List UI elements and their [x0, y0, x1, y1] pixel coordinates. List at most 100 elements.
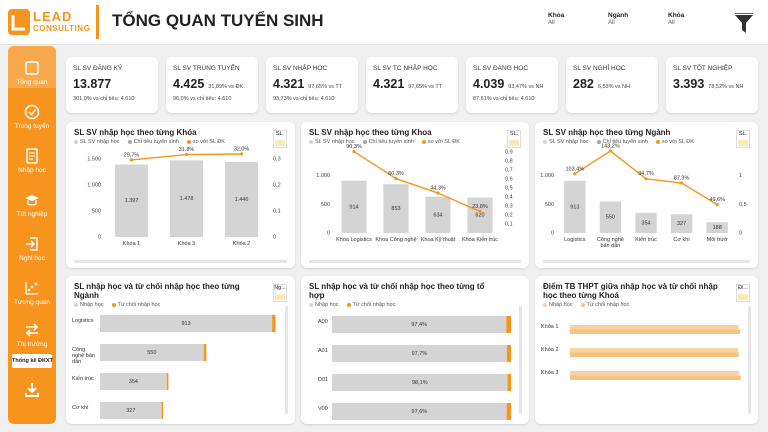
- legend: SL SV nhập học Chỉ tiêu tuyển sinh so với …: [535, 137, 758, 148]
- nav-icon: [26, 237, 38, 251]
- y2-tick-label: 0,2: [273, 183, 281, 189]
- bar-label: 98,1%: [412, 380, 428, 386]
- legend-swatch: [655, 140, 660, 144]
- y-tick-label: A01: [318, 347, 328, 354]
- slicer[interactable]: Đi...: [736, 284, 750, 302]
- legend-label: Từ chối nhập học: [586, 302, 630, 308]
- download-icon[interactable]: [24, 382, 40, 398]
- legend-label: SL SV nhập học: [315, 139, 355, 145]
- kpi-row: 4.039 93,47% vs NH: [473, 77, 551, 91]
- chart-card: Điểm TB THPT giữa nhập học và từ chối nh…: [535, 276, 758, 424]
- x-tick-label: Khóa 1: [122, 241, 141, 247]
- legend-item: Nhập học: [543, 302, 573, 308]
- y2-tick-label: 0,1: [505, 221, 513, 227]
- nav-label[interactable]: Thị trường: [16, 341, 48, 348]
- bar: [100, 315, 273, 332]
- bar: [467, 197, 493, 233]
- filter-label[interactable]: Khoa: [548, 12, 565, 19]
- slicer[interactable]: SL.: [273, 130, 287, 148]
- line-point: [644, 177, 648, 181]
- bar-label: 327: [126, 408, 135, 414]
- nav-label[interactable]: Nhập học: [18, 167, 46, 174]
- legend-label: SL SV nhập học: [549, 139, 589, 145]
- kpi-delta: 6,53% vs NH: [597, 84, 630, 90]
- chart-card: SL nhập học và từ chối nhập học theo từn…: [66, 276, 295, 424]
- slicer[interactable]: SL.: [736, 130, 750, 148]
- legend-item: SL SV nhập học: [74, 139, 120, 145]
- slicer[interactable]: SL.: [507, 130, 521, 148]
- filter-value[interactable]: All: [608, 20, 615, 26]
- legend-label: Nhập học: [315, 302, 339, 308]
- legend-item: Từ chối nhập học: [346, 302, 395, 308]
- line-label: 143,2%: [601, 143, 620, 149]
- legend-swatch: [421, 140, 426, 144]
- kpi-target: 96,0% vs chỉ tiêu: 4.610: [173, 96, 232, 102]
- bar-label: 354: [129, 379, 138, 385]
- legend-label: Chỉ tiêu tuyển sinh: [133, 139, 179, 145]
- line-point: [436, 191, 440, 195]
- filter-label[interactable]: Khóa: [668, 12, 685, 19]
- plot: 97,4% 97,7% 98,1% 97,6%: [332, 306, 522, 420]
- y-tick-label: 0: [327, 230, 330, 236]
- bar-label: 913: [570, 204, 579, 210]
- legend-label: so với SL ĐK: [427, 139, 460, 145]
- y2-tick-label: 0,1: [273, 209, 281, 215]
- legend-swatch: [74, 303, 78, 307]
- x-tick-label: Khóa 3: [177, 241, 196, 247]
- legend-swatch: [309, 303, 313, 307]
- legend-swatch: [186, 140, 191, 144]
- legend-swatch: [127, 140, 132, 144]
- kpi-value: 4.321: [373, 77, 405, 91]
- legend-item: Nhập học: [74, 302, 104, 308]
- y-tick-label: 1.000: [540, 173, 554, 179]
- line: [353, 150, 481, 213]
- nav-label[interactable]: Nghỉ học: [19, 255, 45, 262]
- kpi-label: SL SV TỐT NGHIỆP: [673, 65, 733, 72]
- legend-swatch: [580, 303, 585, 307]
- page-title: TỔNG QUAN TUYỂN SINH: [112, 11, 324, 30]
- kpi-card: SL SV NHẬP HỌC 4.321 97,65% vs TT 93,73% vs…: [266, 57, 358, 113]
- legend-label: so với SL ĐK: [661, 139, 694, 145]
- y-tick-label: 500: [321, 202, 330, 208]
- nav-label[interactable]: Tốt nghiệp: [16, 211, 48, 218]
- bar-label: 97,6%: [412, 409, 428, 415]
- y-tick-label: Cơ khí: [72, 404, 89, 411]
- filter-value[interactable]: All: [668, 20, 675, 26]
- legend-item: so với SL ĐK: [421, 139, 460, 145]
- y2-tick-label: 0,8: [505, 158, 513, 164]
- active-item: [8, 46, 56, 88]
- bar-label: 853: [391, 206, 400, 212]
- y-tick-label: 1.000: [316, 173, 330, 179]
- kpi-label: SL SV TC NHẬP HỌC: [373, 65, 438, 72]
- bar: [670, 214, 693, 233]
- sidebar: Tổng quan Trúng tuyển Nhập học Tốt nghiệp Ng…: [8, 46, 56, 424]
- line-label: 44,3%: [430, 185, 446, 191]
- scrollbar: [748, 306, 751, 414]
- line-point: [715, 203, 719, 207]
- bar: [635, 212, 657, 233]
- filter-value[interactable]: All: [548, 20, 555, 26]
- legend-item: SL SV nhập học: [543, 139, 589, 145]
- logo-icon: [8, 9, 30, 35]
- filter-label[interactable]: Ngành: [608, 12, 629, 19]
- x-tick-label: Khóa 2: [232, 241, 251, 247]
- nav-label[interactable]: Trúng tuyển: [14, 123, 50, 130]
- bar: [506, 403, 511, 420]
- legend-label: Nhập học: [549, 302, 573, 308]
- x-tick-label: Cơ khí: [673, 237, 690, 243]
- bar: [506, 345, 511, 362]
- nav-label[interactable]: Tổng quan: [16, 79, 48, 86]
- nav-label[interactable]: Tương quan: [13, 299, 51, 306]
- bar: [170, 160, 203, 237]
- kpi-delta: 31,89% vs ĐK: [208, 84, 244, 90]
- legend-swatch: [346, 303, 351, 307]
- y2-tick-label: 0,4: [505, 194, 513, 200]
- nav-button[interactable]: Thống kê ĐKXT: [12, 354, 53, 368]
- kpi-value: 4.039: [473, 77, 505, 91]
- filter-icon[interactable]: [734, 13, 754, 35]
- kpi-value: 13.877: [73, 77, 112, 91]
- legend: Nhập học Từ chối nhập học: [66, 300, 295, 311]
- slicer[interactable]: Ng...: [273, 284, 287, 302]
- kpi-delta: 97,65% vs TT: [408, 84, 443, 90]
- scrollbar: [519, 306, 522, 414]
